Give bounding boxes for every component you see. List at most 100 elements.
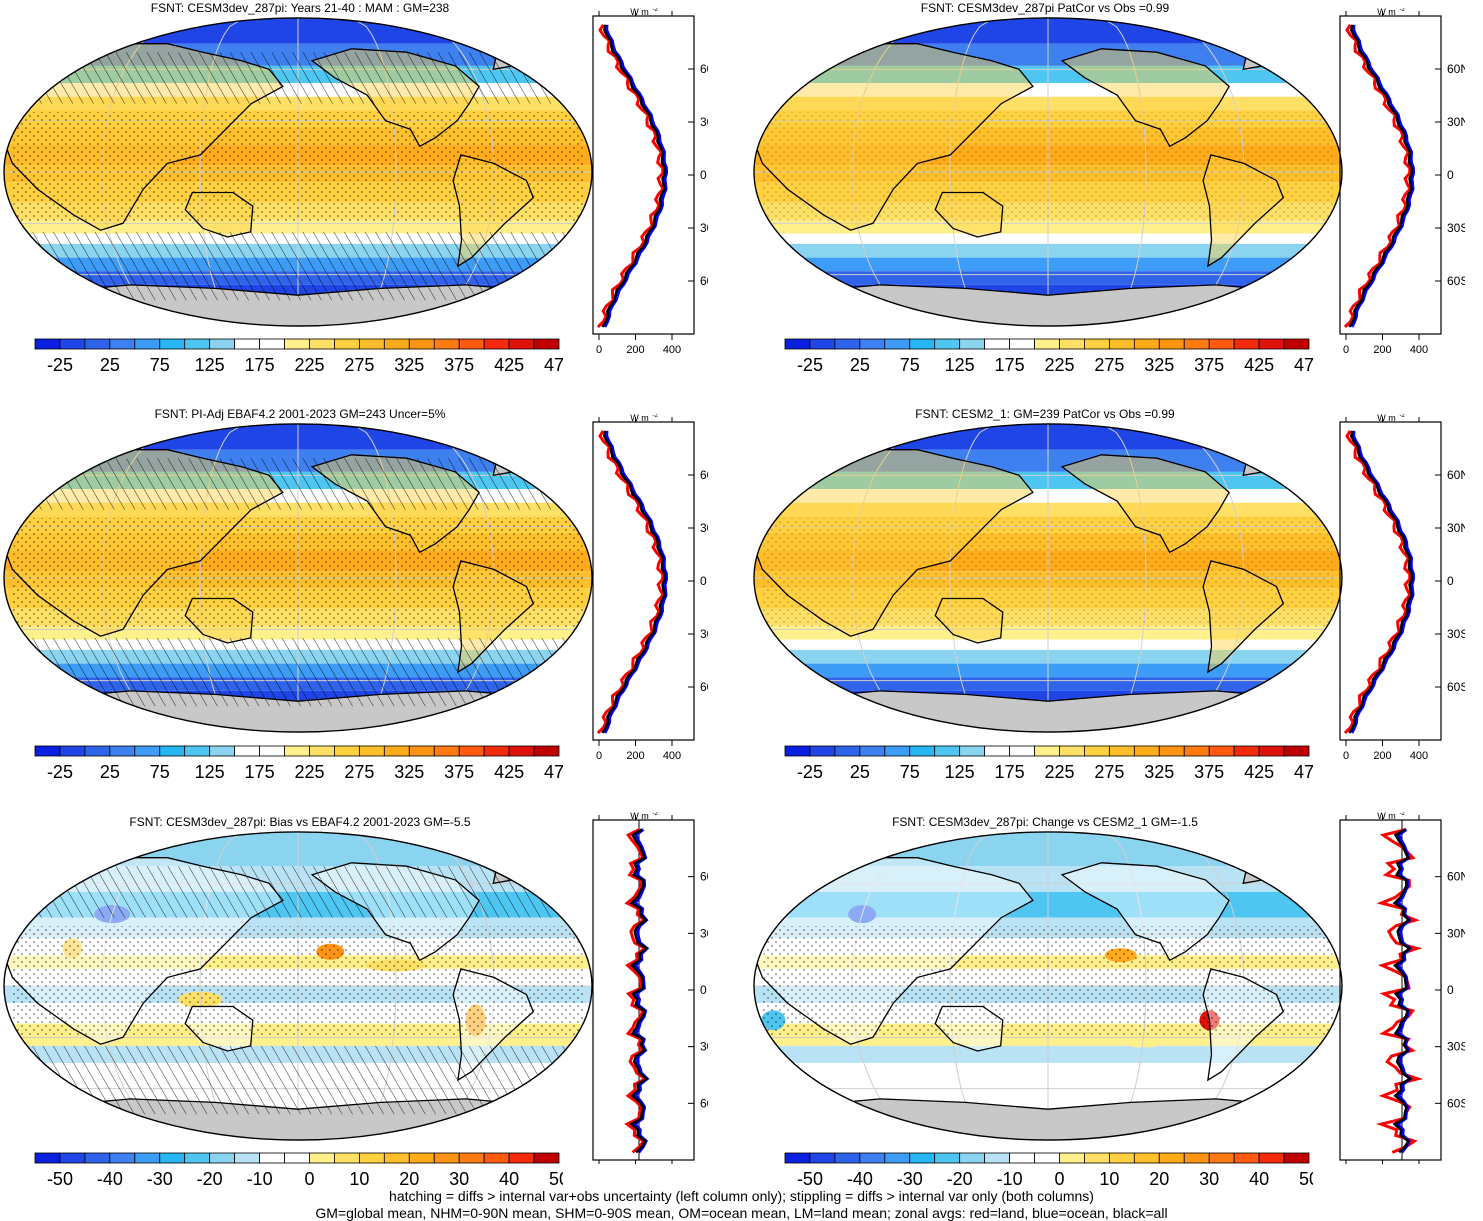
colorbar-label: 50	[1299, 1169, 1313, 1189]
colorbar: -25 25 75 125 175 225 275 325 375 425 475	[34, 745, 563, 782]
colorbar-label: 50	[549, 1169, 563, 1189]
colorbar-box	[209, 338, 236, 350]
world-map	[3, 423, 593, 733]
colorbar-box	[909, 338, 936, 350]
hatching	[14, 637, 582, 707]
colorbar-box	[1009, 338, 1035, 350]
colorbar-label: 425	[1244, 762, 1274, 782]
latitude-label: 0	[700, 983, 707, 997]
colorbar-box	[1059, 1152, 1085, 1164]
colorbar-box	[508, 338, 535, 350]
colorbar-box	[934, 1152, 961, 1164]
colorbar-box	[259, 338, 285, 350]
colorbar-label: -25	[797, 762, 823, 782]
world-map	[753, 17, 1343, 327]
stippling	[761, 518, 1335, 630]
colorbar-box	[209, 1152, 236, 1164]
all-profile-line	[629, 828, 649, 1154]
colorbar-label: 325	[394, 355, 424, 375]
map-frame	[753, 831, 1343, 1141]
colorbar-box	[934, 338, 961, 350]
colorbar-label: 475	[544, 355, 563, 375]
colorbar-box	[1258, 745, 1285, 757]
world-map	[3, 831, 593, 1141]
colorbar-label: 475	[544, 762, 563, 782]
colorbar-label: 25	[100, 762, 120, 782]
colorbar-box	[1233, 338, 1260, 350]
zonal-profile: W m -2 60N 30N 0 30S 60S 0 200 400	[1339, 8, 1465, 353]
world-map	[3, 17, 593, 327]
colorbar-label: -20	[947, 1169, 973, 1189]
colorbar-box	[458, 338, 485, 350]
colorbar-box	[309, 745, 335, 757]
land-profile-line	[624, 828, 649, 1154]
colorbar-label: 125	[945, 762, 975, 782]
profile-x-label: 0	[1343, 344, 1349, 353]
stippling	[11, 518, 585, 630]
colorbar-label: 225	[1044, 762, 1074, 782]
colorbar-label: 20	[1149, 1169, 1169, 1189]
latitude-label: 60S	[700, 680, 708, 694]
colorbar-box	[408, 338, 435, 350]
colorbar: -25 25 75 125 175 225 275 325 375 425 475	[34, 338, 563, 375]
ocean-profile-line	[1350, 430, 1416, 734]
colorbar-label: 325	[394, 762, 424, 782]
colorbar-label: 30	[1199, 1169, 1219, 1189]
colorbar-box	[358, 338, 385, 350]
colorbar-box	[533, 745, 560, 757]
all-profile-line	[1392, 828, 1412, 1154]
map-frame	[753, 423, 1343, 733]
colorbar-box	[859, 745, 886, 757]
profile-x-label: 400	[663, 344, 681, 353]
profile-unit: W m	[630, 8, 649, 17]
profile-unit: W m	[630, 812, 649, 821]
colorbar-box	[184, 338, 211, 350]
profile-unit: W m	[1377, 414, 1396, 423]
colorbar-label: 75	[900, 762, 920, 782]
colorbar-box	[34, 1152, 61, 1164]
world-map	[753, 423, 1343, 733]
colorbar-box	[1183, 1152, 1210, 1164]
colorbar-label: 425	[494, 355, 524, 375]
colorbar-label: -30	[897, 1169, 923, 1189]
colorbar-label: 425	[494, 762, 524, 782]
colorbar-label: 325	[1144, 762, 1174, 782]
colorbar-box	[109, 338, 136, 350]
latitude-label: 60S	[1447, 680, 1465, 694]
latitude-label: 60N	[1447, 62, 1465, 76]
colorbar-box	[809, 1152, 836, 1164]
latitude-label: 0	[700, 168, 707, 182]
panel-title: FSNT: CESM3dev_287pi: Years 21-40 : MAM …	[150, 1, 450, 15]
colorbar-labels: -25 25 75 125 175 225 275 325 375 425 475	[47, 762, 563, 782]
all-profile-line	[1348, 24, 1414, 328]
colorbar-label: 0	[1054, 1169, 1064, 1189]
hatching	[17, 52, 579, 104]
latitude-label: 60S	[700, 1096, 708, 1110]
colorbar-label: 125	[195, 762, 225, 782]
colorbar-label: -20	[197, 1169, 223, 1189]
colorbar-box	[884, 338, 911, 350]
all-profile-line	[601, 430, 667, 734]
colorbar-label: 425	[1244, 355, 1274, 375]
colorbar-label: -25	[797, 355, 823, 375]
colorbar-box	[383, 745, 410, 757]
colorbar-box	[334, 338, 360, 350]
colorbar-label: 475	[1294, 762, 1313, 782]
profile-x-label: 400	[663, 750, 681, 759]
colorbar-box	[334, 1152, 360, 1164]
colorbar-label: -50	[797, 1169, 823, 1189]
colorbar-label: 40	[1249, 1169, 1269, 1189]
colorbar-box	[284, 745, 310, 757]
colorbar-labels: -50 -40 -30 -20 -10 0 10 20 30 40 50	[797, 1169, 1313, 1189]
colorbar-box	[358, 1152, 385, 1164]
colorbar-label: 175	[245, 355, 275, 375]
colorbar-box	[859, 1152, 886, 1164]
colorbar-box	[34, 745, 61, 757]
colorbar-label: 75	[150, 355, 170, 375]
latitude-label: 0	[700, 574, 707, 588]
colorbar-label: 25	[850, 355, 870, 375]
colorbar-box	[59, 338, 86, 350]
colorbar-box	[1133, 745, 1160, 757]
colorbar-label: 375	[1194, 355, 1224, 375]
